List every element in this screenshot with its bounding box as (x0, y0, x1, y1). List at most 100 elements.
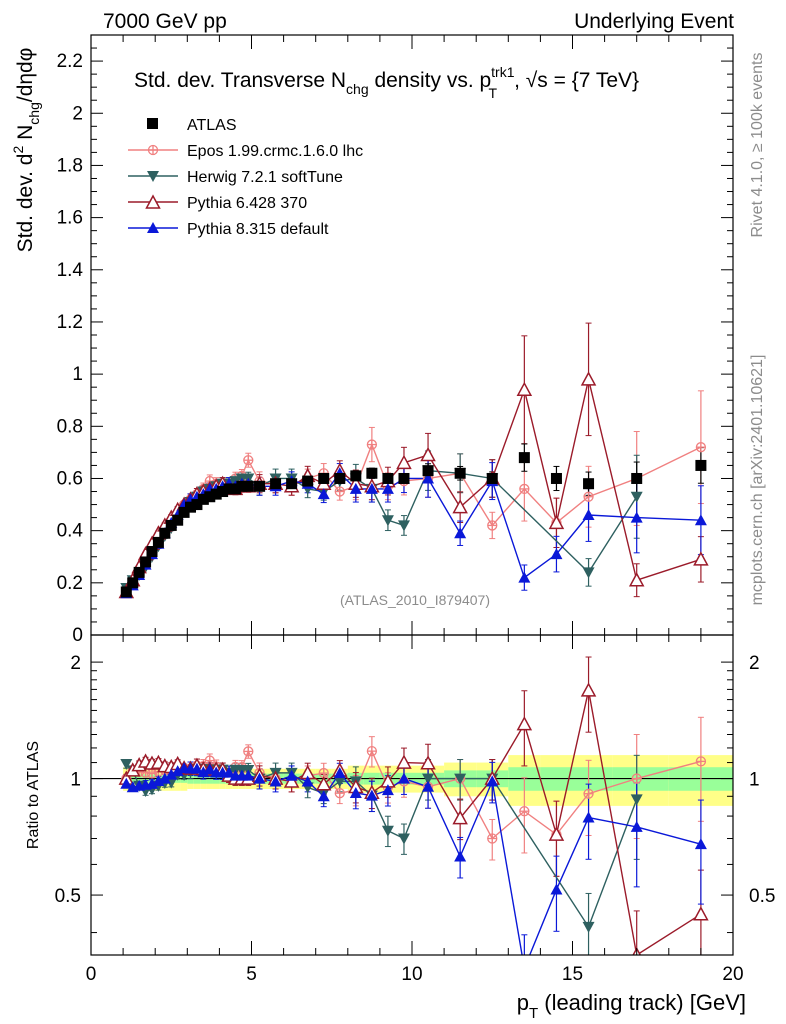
legend-marker-pythia6 (145, 194, 161, 209)
ratio-point-pythia8 (223, 766, 236, 778)
main-y-tick-label: 1.2 (57, 312, 83, 333)
legend-item-pythia8: Pythia 8.315 default (128, 221, 329, 238)
main-point-herwig (630, 491, 643, 503)
ratio-point-epos (334, 788, 345, 799)
main-point-atlas (152, 536, 164, 548)
main-point-atlas (254, 480, 266, 492)
x-axis-label: pT (leading track) [GeV] (517, 990, 746, 1022)
main-point-atlas (422, 465, 434, 477)
main-y-tick-label: 1.8 (57, 155, 83, 176)
ratio-point-pythia6 (315, 776, 332, 791)
ratio-series-lines (125, 690, 702, 955)
ratio-point-epos (366, 745, 378, 757)
side-label-top: Rivet 4.1.0, ≥ 100k events (749, 53, 766, 238)
ratio-point-pythia6 (693, 906, 709, 921)
main-y-tick-label: 0.4 (57, 521, 84, 542)
ratio-point-epos (631, 773, 642, 784)
legend-label-pythia8: Pythia 8.315 default (187, 221, 329, 238)
ratio-point-pythia6 (283, 773, 300, 788)
main-point-atlas (302, 475, 314, 487)
ratio-point-pythia8 (285, 769, 298, 781)
legend-marker-herwig (147, 171, 159, 182)
main-point-atlas (583, 478, 595, 490)
ratio-point-herwig (397, 833, 410, 845)
main-point-atlas (204, 491, 216, 503)
main-y-ticks: 0 0.2 0.4 0.6 0.8 1 1.2 1.4 1.6 1.8 2 2.2 (57, 34, 733, 646)
main-point-pythia6 (693, 551, 709, 566)
x-tick-label: 15 (562, 964, 583, 985)
ratio-point-pythia6 (580, 682, 597, 697)
main-point-epos (695, 442, 707, 453)
main-point-atlas (185, 501, 197, 513)
ratio-point-epos (146, 768, 158, 779)
ratio-point-pythia8 (242, 769, 255, 781)
main-point-pythia6 (420, 446, 436, 462)
main-point-pythia8 (365, 482, 378, 494)
main-y-tick-label: 1 (72, 364, 83, 385)
legend-item-pythia6: Pythia 6.428 370 (128, 194, 307, 212)
main-panel: 0 0.2 0.4 0.6 0.8 1 1.2 1.4 1.6 1.8 2 2.2 Std. dev.… (10, 34, 734, 646)
x-tick-label: 5 (246, 964, 257, 985)
ratio-point-pythia8 (422, 780, 435, 792)
legend-item-herwig: Herwig 7.2.1 softTune (128, 169, 343, 186)
main-point-pythia8 (422, 472, 435, 484)
ratio-point-pythia6 (396, 754, 412, 769)
ratio-point-pythia8 (365, 789, 378, 801)
main-y-tick-label: 0.2 (57, 573, 83, 594)
ratio-point-pythia8 (694, 838, 707, 850)
main-y-tick-label: 2 (72, 103, 83, 124)
main-point-atlas (172, 514, 184, 526)
legend-marker-pythia8 (147, 222, 159, 233)
main-point-atlas (197, 493, 209, 505)
ratio-point-pythia8 (158, 772, 171, 784)
main-point-epos (487, 520, 498, 531)
ratio-point-pythia8 (550, 883, 563, 895)
ratio-point-pythia8 (197, 766, 210, 778)
ratio-point-pythia8 (454, 850, 467, 862)
main-point-pythia8 (582, 509, 595, 520)
ratio-x-ticks: 0 5 10 15 20 (86, 635, 744, 985)
main-point-pythia6 (396, 454, 412, 470)
ratio-point-pythia8 (582, 811, 595, 823)
main-point-pythia6 (580, 371, 597, 386)
ratio-point-herwig (454, 773, 467, 785)
main-point-atlas (191, 499, 203, 511)
main-point-pythia6 (628, 572, 645, 587)
main-point-atlas (366, 467, 378, 479)
ratio-point-pythia8 (486, 775, 499, 787)
legend-marker-epos (147, 144, 159, 156)
main-point-atlas (210, 488, 222, 500)
main-point-pythia8 (518, 571, 531, 583)
ratio-point-pythia8 (120, 777, 133, 789)
ratio-point-pythia8 (630, 820, 643, 832)
main-point-epos (334, 486, 345, 497)
main-point-atlas (270, 478, 282, 490)
main-point-atlas (550, 472, 562, 484)
main-point-atlas (350, 470, 362, 482)
main-y-tick-label: 0 (72, 625, 83, 646)
main-point-atlas (120, 586, 132, 598)
ratio-point-herwig (120, 758, 133, 770)
ratio-y-tick-label-right: 1 (749, 770, 760, 791)
main-y-tick-label: 0.6 (57, 468, 83, 489)
chart-title: Std. dev. Transverse Nchg density vs. pt… (134, 64, 639, 101)
main-point-atlas (318, 472, 330, 484)
main-y-tick-label: 1.4 (57, 260, 84, 281)
main-point-atlas (133, 566, 145, 578)
main-y-tick-label: 1.6 (57, 208, 83, 229)
main-point-atlas (334, 472, 346, 484)
legend-label-atlas: ATLAS (187, 117, 237, 134)
ratio-point-pythia8 (317, 790, 330, 802)
legend-label-herwig: Herwig 7.2.1 softTune (187, 169, 343, 186)
main-point-atlas (695, 459, 707, 471)
ratio-y-tick-label: 0.5 (55, 886, 81, 907)
main-point-pythia6 (516, 381, 533, 397)
ratio-point-herwig (381, 825, 394, 837)
ratio-error-bars (123, 656, 704, 955)
ratio-point-pythia8 (349, 786, 362, 798)
main-point-epos (243, 455, 254, 466)
main-point-atlas (242, 480, 254, 492)
main-point-pythia8 (381, 482, 394, 494)
main-point-pythia8 (550, 548, 563, 560)
